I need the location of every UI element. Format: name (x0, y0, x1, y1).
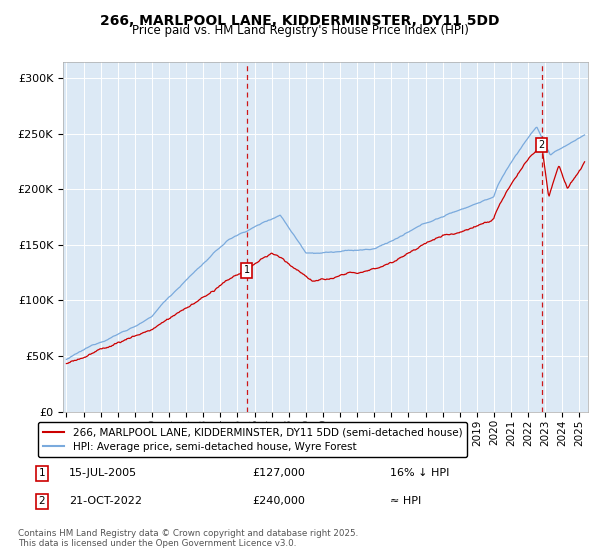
Text: 2: 2 (539, 140, 545, 150)
Text: £127,000: £127,000 (252, 468, 305, 478)
Legend: 266, MARLPOOL LANE, KIDDERMINSTER, DY11 5DD (semi-detached house), HPI: Average : 266, MARLPOOL LANE, KIDDERMINSTER, DY11 … (38, 422, 467, 457)
Text: ≈ HPI: ≈ HPI (390, 496, 421, 506)
Text: £240,000: £240,000 (252, 496, 305, 506)
Text: 16% ↓ HPI: 16% ↓ HPI (390, 468, 449, 478)
Text: Price paid vs. HM Land Registry's House Price Index (HPI): Price paid vs. HM Land Registry's House … (131, 24, 469, 37)
Text: 2: 2 (38, 496, 46, 506)
Text: 15-JUL-2005: 15-JUL-2005 (69, 468, 137, 478)
Text: Contains HM Land Registry data © Crown copyright and database right 2025.
This d: Contains HM Land Registry data © Crown c… (18, 529, 358, 548)
Text: 1: 1 (244, 265, 250, 276)
Text: 266, MARLPOOL LANE, KIDDERMINSTER, DY11 5DD: 266, MARLPOOL LANE, KIDDERMINSTER, DY11 … (100, 14, 500, 28)
Text: 21-OCT-2022: 21-OCT-2022 (69, 496, 142, 506)
Text: 1: 1 (38, 468, 46, 478)
